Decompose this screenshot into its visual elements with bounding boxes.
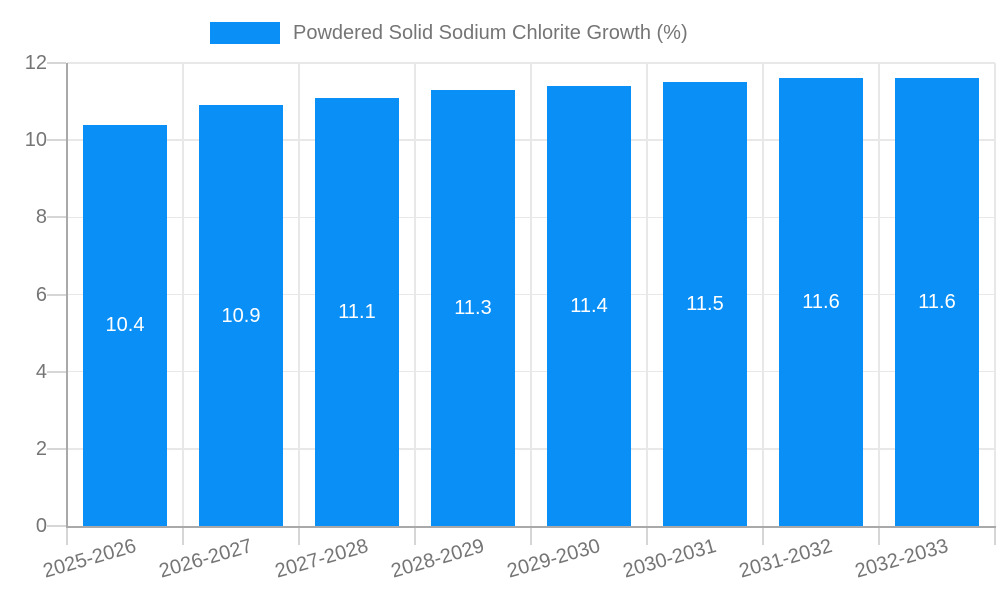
x-tick xyxy=(298,526,300,545)
y-axis-label: 6 xyxy=(35,283,47,306)
x-axis-label: 2026-2027 xyxy=(157,535,256,583)
gridline-v xyxy=(646,63,648,526)
bar xyxy=(431,90,515,526)
x-tick xyxy=(414,526,416,545)
bar-value-label: 11.4 xyxy=(570,295,608,318)
x-axis-label: 2031-2032 xyxy=(737,535,836,583)
y-tick xyxy=(47,139,66,142)
y-axis-line xyxy=(65,63,68,528)
x-tick xyxy=(182,526,184,545)
y-axis-label: 0 xyxy=(35,515,47,537)
x-axis-label: 2025-2026 xyxy=(41,535,140,583)
y-axis-label: 8 xyxy=(35,206,47,229)
x-tick xyxy=(994,526,996,545)
y-axis-label: 2 xyxy=(35,437,47,460)
bar-value-label: 11.6 xyxy=(802,291,840,314)
x-axis-label: 2027-2028 xyxy=(273,535,372,583)
bar-value-label: 11.1 xyxy=(338,300,376,323)
y-axis-label: 4 xyxy=(35,360,47,383)
y-axis-label: 12 xyxy=(24,52,47,74)
y-tick xyxy=(47,216,66,219)
gridline-v xyxy=(762,63,764,526)
legend-label: Powdered Solid Sodium Chlorite Growth (%… xyxy=(293,21,688,44)
bar xyxy=(83,124,167,526)
bar xyxy=(779,78,863,526)
bar-value-label: 10.9 xyxy=(221,304,261,327)
x-tick xyxy=(66,526,68,545)
legend-swatch-icon xyxy=(210,22,280,44)
x-axis-label: 2032-2033 xyxy=(853,535,952,583)
x-tick xyxy=(646,526,648,545)
gridline-v xyxy=(298,63,300,526)
x-axis-line xyxy=(65,525,996,528)
bar-value-label: 10.4 xyxy=(105,314,145,337)
bar xyxy=(315,97,399,526)
y-axis-label: 10 xyxy=(24,129,47,152)
y-tick xyxy=(47,447,66,450)
y-tick xyxy=(47,525,66,527)
x-axis-label: 2030-2031 xyxy=(621,535,720,583)
gridline-v xyxy=(878,63,880,526)
gridline-v xyxy=(414,63,416,526)
gridline-v xyxy=(530,63,532,526)
bar xyxy=(199,105,283,526)
gridline-v xyxy=(994,63,996,526)
x-tick xyxy=(762,526,764,545)
y-tick xyxy=(47,62,66,64)
bar-value-label: 11.6 xyxy=(918,291,956,314)
bar xyxy=(547,86,631,526)
y-tick xyxy=(47,293,66,296)
bar xyxy=(663,82,747,526)
x-tick xyxy=(878,526,880,545)
x-axis-label: 2029-2030 xyxy=(505,535,604,583)
bar-value-label: 11.3 xyxy=(454,297,492,319)
gridline-v xyxy=(182,63,184,526)
x-axis-label: 2028-2029 xyxy=(389,535,488,583)
bar-value-label: 11.5 xyxy=(686,293,724,316)
bar xyxy=(895,78,979,526)
legend[interactable]: Powdered Solid Sodium Chlorite Growth (%… xyxy=(210,20,688,46)
y-tick xyxy=(47,370,66,373)
x-tick xyxy=(530,526,532,545)
